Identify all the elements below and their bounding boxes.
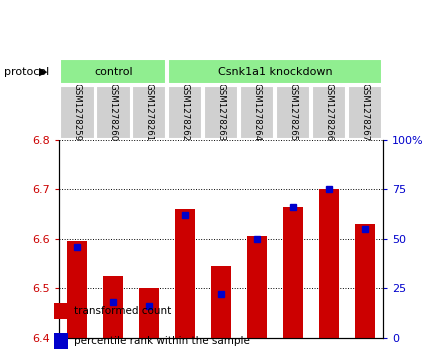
Text: Csnk1a1 knockdown: Csnk1a1 knockdown xyxy=(218,67,332,77)
Text: GSM1278265: GSM1278265 xyxy=(289,83,297,142)
Bar xyxy=(355,224,375,338)
Bar xyxy=(211,266,231,338)
Text: GSM1278260: GSM1278260 xyxy=(109,83,118,142)
Bar xyxy=(240,86,274,139)
Bar xyxy=(60,86,95,139)
Text: GSM1278264: GSM1278264 xyxy=(253,83,261,142)
Text: GSM1278259: GSM1278259 xyxy=(73,83,82,142)
Bar xyxy=(54,303,68,319)
Bar xyxy=(312,86,346,139)
Bar xyxy=(348,86,382,139)
Text: GSM1278262: GSM1278262 xyxy=(181,83,190,142)
Bar xyxy=(276,86,310,139)
Bar xyxy=(103,276,123,338)
Bar xyxy=(168,86,202,139)
Text: GSM1278267: GSM1278267 xyxy=(360,83,369,142)
Title: GDS5360 / ILMN_1216269: GDS5360 / ILMN_1216269 xyxy=(130,123,312,137)
Text: protocol: protocol xyxy=(4,67,50,77)
Bar xyxy=(54,333,68,348)
Bar xyxy=(247,236,267,338)
Bar xyxy=(139,288,159,338)
Text: GSM1278263: GSM1278263 xyxy=(216,83,226,142)
Bar xyxy=(132,86,166,139)
Text: GSM1278261: GSM1278261 xyxy=(145,83,154,142)
Text: ▶: ▶ xyxy=(39,67,48,77)
Bar xyxy=(283,207,303,338)
Text: transformed count: transformed count xyxy=(74,306,172,316)
Bar xyxy=(168,60,382,84)
Text: control: control xyxy=(94,67,132,77)
Bar xyxy=(60,60,166,84)
Bar xyxy=(175,209,195,338)
Text: GSM1278266: GSM1278266 xyxy=(324,83,334,142)
Bar xyxy=(319,189,339,338)
Bar xyxy=(67,241,87,338)
Bar xyxy=(96,86,131,139)
Bar xyxy=(204,86,238,139)
Text: percentile rank within the sample: percentile rank within the sample xyxy=(74,335,250,346)
